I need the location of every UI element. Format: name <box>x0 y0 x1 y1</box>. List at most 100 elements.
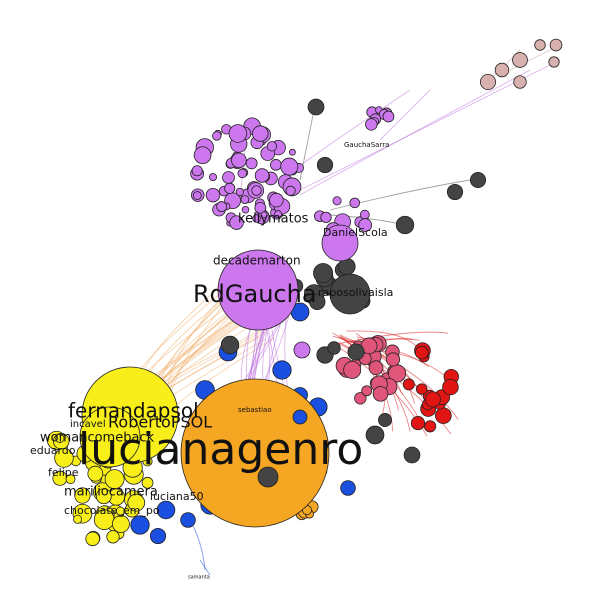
label-samanta: samanta <box>188 575 210 581</box>
label-danielscola: DanielScola <box>323 226 388 239</box>
graph-node <box>231 152 247 169</box>
graph-node <box>254 168 270 183</box>
graph-node <box>442 378 459 396</box>
label-sebastiao: sebastiao <box>238 406 272 414</box>
graph-node <box>241 205 250 214</box>
graph-edge <box>299 69 531 196</box>
graph-node <box>414 345 429 360</box>
label-gauchasarra: GauchaSarra <box>344 141 389 149</box>
label-kellymatos: kellymatos <box>238 212 309 227</box>
graph-node <box>549 38 563 52</box>
graph-node <box>224 182 236 194</box>
label-felipe: felipe <box>48 466 79 479</box>
graph-node <box>494 62 510 78</box>
graph-node <box>378 413 392 427</box>
graph-node <box>416 383 428 395</box>
graph-node <box>85 531 100 547</box>
graph-node <box>252 125 269 142</box>
graph-node <box>358 218 373 232</box>
label-decademarton: decademarton <box>213 254 301 268</box>
graph-node <box>446 183 464 201</box>
graph-node <box>280 157 299 176</box>
graph-node <box>251 185 262 196</box>
graph-node <box>359 209 370 220</box>
graph-node <box>293 341 311 359</box>
graph-edge <box>379 89 431 141</box>
label-chocolate: chocolate_em_po <box>64 504 160 517</box>
graph-node <box>320 211 332 224</box>
graph-node <box>361 385 373 397</box>
graph-node <box>220 335 240 355</box>
graph-node <box>512 52 528 68</box>
graph-node <box>288 148 296 156</box>
graph-node <box>385 352 401 367</box>
graph-node <box>292 409 308 425</box>
graph-node <box>274 210 282 218</box>
hub-node-rdgaucha <box>217 249 299 331</box>
graph-edge <box>346 330 418 348</box>
graph-node <box>74 487 91 504</box>
graph-node <box>269 192 284 208</box>
graph-node <box>347 343 365 361</box>
graph-node <box>435 407 452 424</box>
graph-node <box>254 201 267 214</box>
graph-node <box>156 500 176 520</box>
graph-node <box>212 131 222 141</box>
graph-node <box>365 425 385 445</box>
label-incavel: incavel <box>70 419 106 430</box>
graph-node <box>343 360 362 379</box>
graph-node <box>349 197 361 209</box>
graph-node <box>424 420 437 433</box>
graph-node <box>402 378 415 391</box>
graph-node <box>54 448 74 468</box>
hub-node-purple-secondary <box>321 224 359 262</box>
graph-node <box>180 512 196 528</box>
graph-node <box>115 506 125 516</box>
graph-node <box>257 466 279 488</box>
graph-node <box>95 488 112 505</box>
label-raposolivaisla: raposolivaisla <box>318 286 393 299</box>
graph-node <box>235 187 244 197</box>
graph-node <box>316 156 334 174</box>
label-layer: lucianagenro RdGaucha fernandapsol kelly… <box>30 141 393 581</box>
graph-node <box>479 73 497 91</box>
hub-node-dark <box>329 273 371 315</box>
graph-node <box>372 386 389 402</box>
graph-node <box>192 191 202 200</box>
graph-node <box>127 493 146 512</box>
graph-node <box>228 124 248 143</box>
label-luciana50: luciana50 <box>150 490 204 503</box>
graph-node <box>205 187 221 203</box>
graph-node <box>368 360 384 376</box>
graph-node <box>285 185 296 196</box>
node-layer <box>47 38 563 547</box>
graph-node <box>141 476 154 489</box>
graph-node <box>55 433 65 443</box>
graph-edge <box>329 179 471 211</box>
hub-node-lucianagenro <box>180 378 330 528</box>
graph-node <box>87 465 104 482</box>
graph-node <box>354 392 367 405</box>
graph-node <box>365 118 378 131</box>
graph-node <box>266 141 278 152</box>
label-robertopsol: RobertoPSOL <box>108 413 212 432</box>
graph-node <box>245 157 258 170</box>
graph-node <box>272 360 292 380</box>
label-lucianagenro: lucianagenro <box>78 424 363 475</box>
graph-node <box>111 515 130 533</box>
graph-node <box>229 215 244 230</box>
graph-node <box>382 110 395 123</box>
graph-node <box>216 201 228 213</box>
graph-node <box>469 171 487 189</box>
graph-edge <box>189 519 206 571</box>
graph-node <box>340 480 356 496</box>
graph-node <box>222 171 235 184</box>
graph-node <box>548 56 560 68</box>
graph-node <box>104 469 125 490</box>
graph-node <box>327 341 341 355</box>
graph-node <box>65 474 76 485</box>
graph-node <box>313 263 334 284</box>
label-rdgaucha: RdGaucha <box>193 280 317 308</box>
graph-node <box>260 211 268 219</box>
